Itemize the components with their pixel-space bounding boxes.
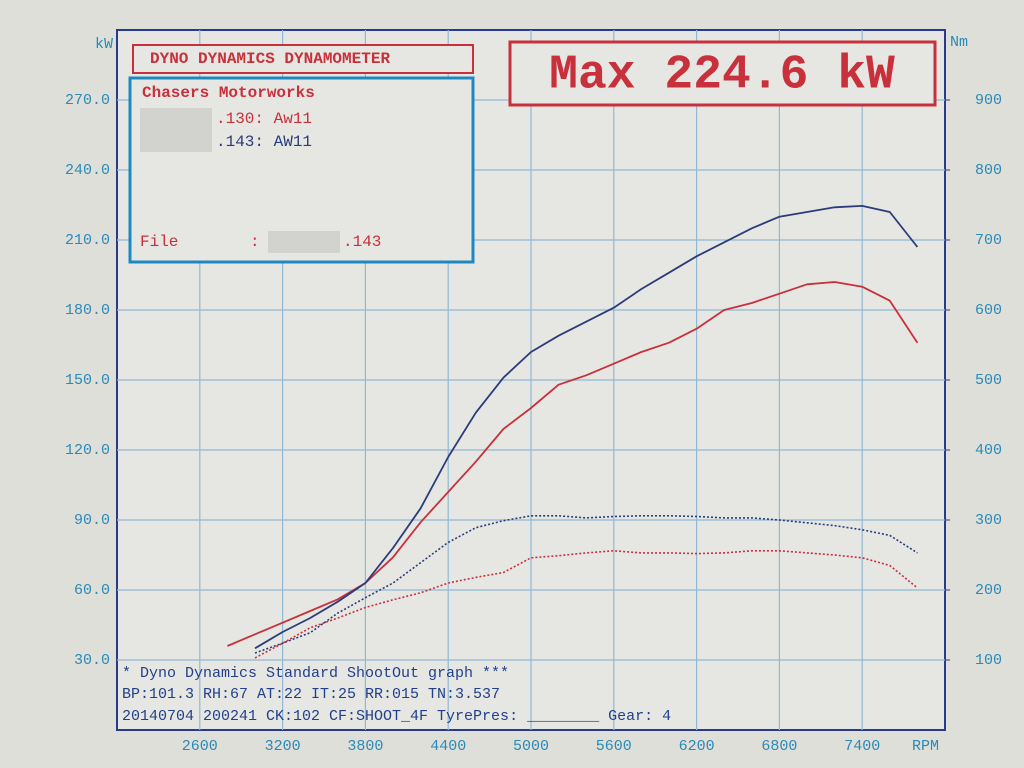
x-tick-label: 3800 — [347, 738, 383, 755]
y2-tick-label: 800 — [975, 162, 1002, 179]
legend-entry: .143: AW11 — [216, 133, 312, 151]
y-tick-label: 120.0 — [65, 442, 110, 459]
file-label: File — [140, 233, 178, 251]
y-tick-label: 60.0 — [74, 582, 110, 599]
x-tick-label: 7400 — [844, 738, 880, 755]
y2-tick-label: 600 — [975, 302, 1002, 319]
y2-unit: Nm — [950, 34, 968, 51]
y2-tick-label: 100 — [975, 652, 1002, 669]
y-tick-label: 270.0 — [65, 92, 110, 109]
y2-tick-label: 300 — [975, 512, 1002, 529]
y-tick-label: 90.0 — [74, 512, 110, 529]
info-line: BP:101.3 RH:67 AT:22 IT:25 RR:015 TN:3.5… — [122, 686, 500, 703]
y-tick-label: 180.0 — [65, 302, 110, 319]
x-tick-label: 5600 — [596, 738, 632, 755]
x-tick-label: 3200 — [265, 738, 301, 755]
legend-entry: .130: Aw11 — [216, 110, 312, 128]
file-name: .143 — [343, 233, 381, 251]
y-tick-label: 30.0 — [74, 652, 110, 669]
y2-tick-label: 200 — [975, 582, 1002, 599]
x-tick-label: 2600 — [182, 738, 218, 755]
y-unit: kW — [95, 36, 113, 53]
redacted — [140, 108, 212, 152]
x-tick-label: 6800 — [761, 738, 797, 755]
y-tick-label: 150.0 — [65, 372, 110, 389]
y2-tick-label: 900 — [975, 92, 1002, 109]
max-label: Max 224.6 kW — [549, 49, 895, 103]
x-tick-label: 4400 — [430, 738, 466, 755]
x-tick-label: 6200 — [679, 738, 715, 755]
y2-tick-label: 400 — [975, 442, 1002, 459]
power-line — [254, 205, 919, 650]
header: DYNO DYNAMICS DYNAMOMETER — [150, 50, 390, 68]
x-tick-label: 5000 — [513, 738, 549, 755]
redacted — [268, 231, 340, 253]
torque-line — [254, 515, 918, 654]
file-sep: : — [250, 233, 260, 251]
info-line: * Dyno Dynamics Standard ShootOut graph … — [122, 665, 509, 682]
shop-name: Chasers Motorworks — [142, 84, 315, 102]
y2-tick-label: 700 — [975, 232, 1002, 249]
info-line: 20140704 200241 CK:102 CF:SHOOT_4F TyreP… — [122, 708, 671, 725]
y-tick-label: 210.0 — [65, 232, 110, 249]
max-box — [508, 40, 937, 107]
torque-line — [254, 550, 918, 659]
x-unit: RPM — [912, 738, 939, 755]
y2-tick-label: 500 — [975, 372, 1002, 389]
y-tick-label: 240.0 — [65, 162, 110, 179]
power-line — [227, 281, 919, 647]
header-box — [132, 44, 474, 74]
